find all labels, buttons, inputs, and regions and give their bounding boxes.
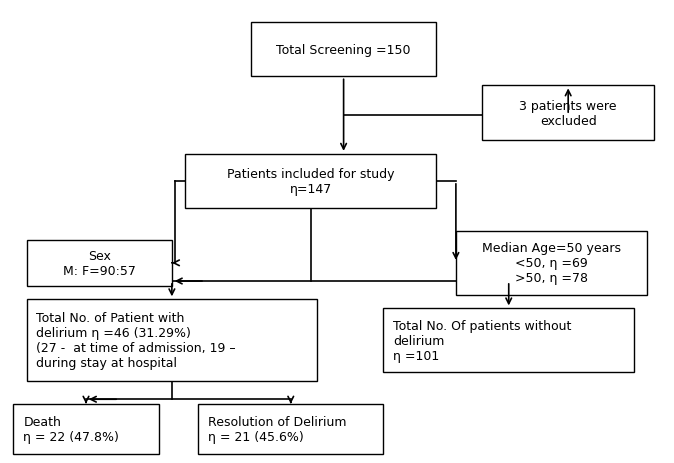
FancyBboxPatch shape <box>483 86 654 141</box>
Text: Total No. Of patients without
delirium
η =101: Total No. Of patients without delirium η… <box>393 319 572 362</box>
Text: 3 patients were
excluded: 3 patients were excluded <box>520 100 617 127</box>
FancyBboxPatch shape <box>13 404 158 454</box>
FancyBboxPatch shape <box>384 309 634 372</box>
Text: Death
η = 22 (47.8%): Death η = 22 (47.8%) <box>23 415 119 443</box>
Text: Total No. of Patient with
delirium η =46 (31.29%)
(27 -  at time of admission, 1: Total No. of Patient with delirium η =46… <box>36 312 236 369</box>
FancyBboxPatch shape <box>26 241 172 286</box>
Text: Sex
M: F=90:57: Sex M: F=90:57 <box>63 249 135 277</box>
FancyBboxPatch shape <box>26 300 317 381</box>
FancyBboxPatch shape <box>198 404 384 454</box>
FancyBboxPatch shape <box>456 232 648 295</box>
Text: Total Screening =150: Total Screening =150 <box>276 44 411 56</box>
Text: Resolution of Delirium
η = 21 (45.6%): Resolution of Delirium η = 21 (45.6%) <box>208 415 346 443</box>
FancyBboxPatch shape <box>185 154 436 209</box>
Text: Patients included for study
η=147: Patients included for study η=147 <box>227 168 394 195</box>
Text: Median Age=50 years
<50, η =69
>50, η =78: Median Age=50 years <50, η =69 >50, η =7… <box>482 242 621 285</box>
FancyBboxPatch shape <box>251 23 436 77</box>
